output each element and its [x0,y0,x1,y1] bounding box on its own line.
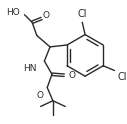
Text: O: O [43,11,50,20]
Text: O: O [68,71,75,80]
Text: HO: HO [6,8,20,17]
Text: O: O [36,91,43,100]
Text: HN: HN [23,64,37,73]
Text: Cl: Cl [78,9,87,19]
Text: Cl: Cl [117,72,127,82]
